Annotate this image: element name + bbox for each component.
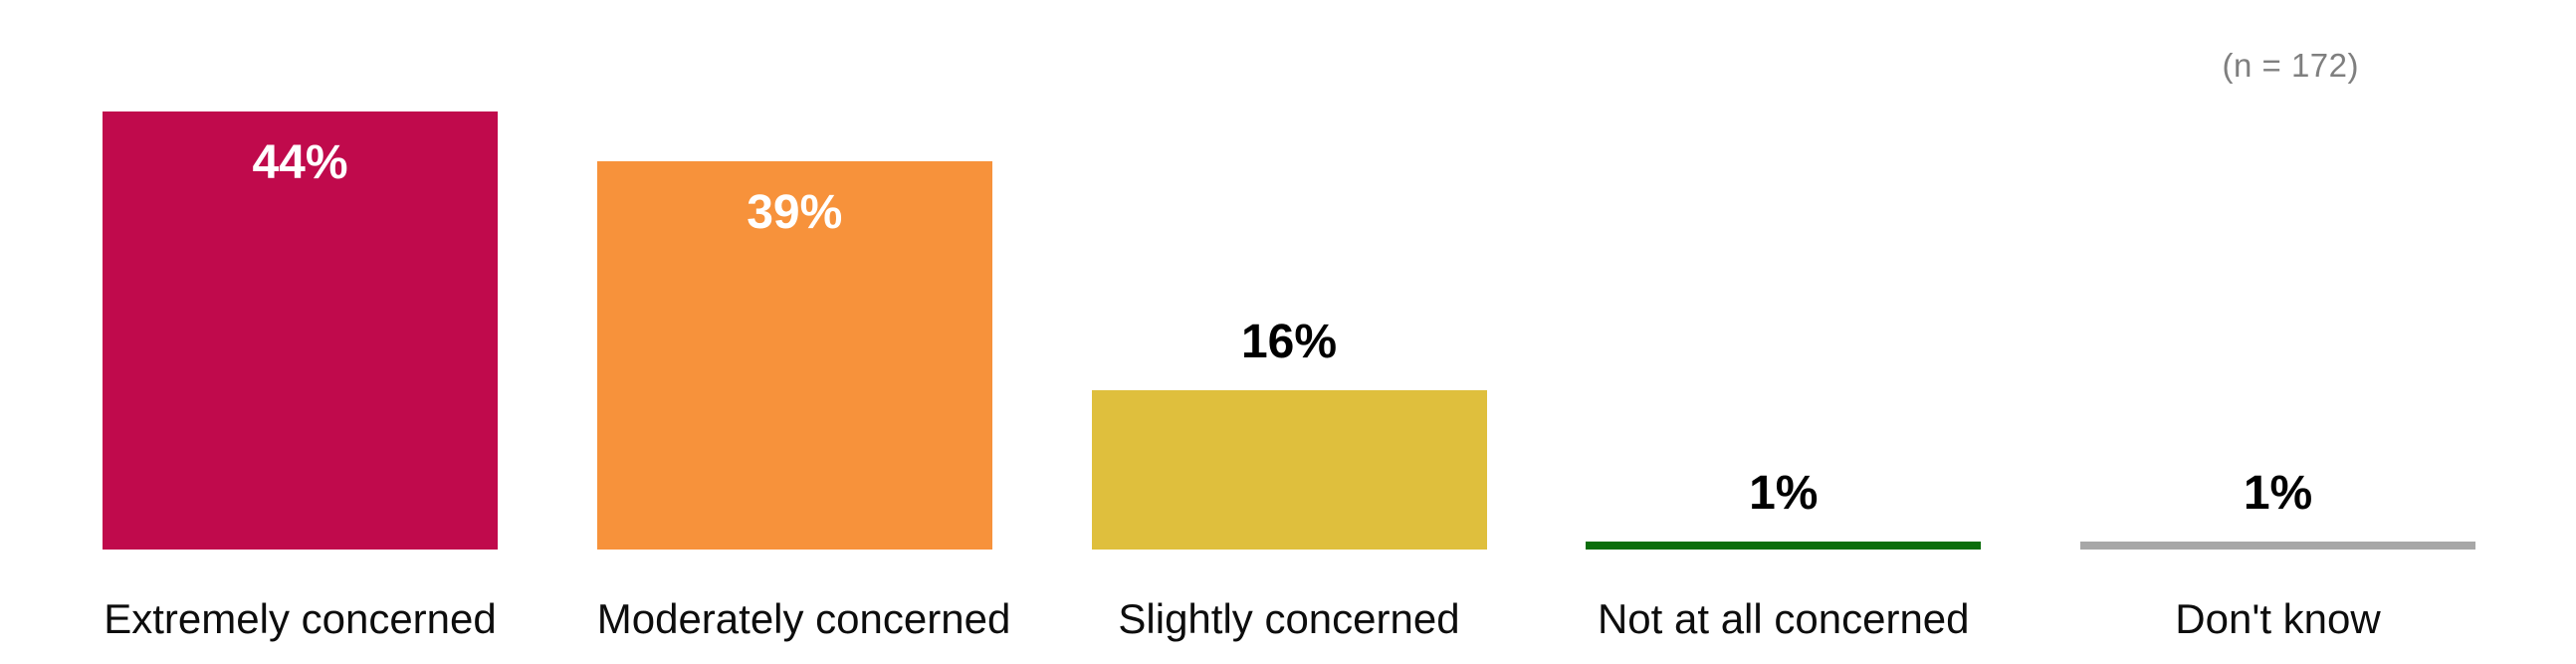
bar xyxy=(2080,542,2475,550)
category-axis: Extremely concerned Moderately concerned S… xyxy=(103,593,2475,645)
category-label: Extremely concerned xyxy=(104,595,497,642)
bar-chart-plot-area: 44% 39% 16% 1% 1% xyxy=(103,0,2475,550)
bar-value-label: 16% xyxy=(1240,316,1338,368)
bar-value-label: 1% xyxy=(2243,467,2313,520)
bar: 44% xyxy=(103,111,498,550)
bar-column: 16% xyxy=(1091,0,1487,550)
bar xyxy=(1091,390,1487,550)
bar-column: 1% xyxy=(1586,0,1982,550)
category-label: Moderately concerned xyxy=(596,595,1011,642)
category-label: Don't know xyxy=(2175,595,2381,642)
sample-size-label: (n = 172) xyxy=(2222,47,2359,84)
bar xyxy=(1586,542,1982,550)
bar-value-label: 39% xyxy=(747,186,843,239)
bar-column: 1% xyxy=(2080,0,2475,550)
bar-value-label: 44% xyxy=(252,136,348,189)
category-label: Not at all concerned xyxy=(1597,595,1970,642)
bar-column: 44% xyxy=(103,0,498,550)
bar: 39% xyxy=(596,161,992,550)
bar-column: 39% xyxy=(596,0,992,550)
bar-value-label: 1% xyxy=(1749,467,1819,520)
category-label: Slightly concerned xyxy=(1118,595,1460,642)
